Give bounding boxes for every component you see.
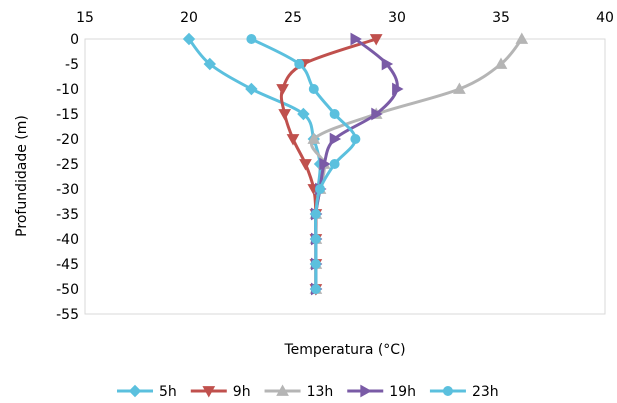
y-tick-label: -10: [56, 82, 79, 98]
y-tick-label: -45: [56, 257, 79, 273]
data-point: [182, 32, 196, 46]
series-19h: [310, 32, 404, 296]
y-tick-label: -35: [56, 207, 79, 223]
y-axis-title: Profundidade (m): [14, 115, 30, 237]
x-tick-label: 40: [596, 10, 614, 26]
data-point: [369, 34, 383, 46]
x-tick-label: 20: [180, 10, 198, 26]
legend-item: 19h: [347, 384, 416, 400]
data-point: [294, 59, 305, 69]
data-point: [310, 284, 321, 294]
y-tick-label: -5: [65, 57, 79, 73]
legend-marker: [442, 386, 453, 396]
data-point: [310, 209, 321, 219]
data-point: [276, 84, 289, 96]
data-point: [329, 109, 340, 119]
plot-area: [84, 38, 606, 315]
x-tick-label: 15: [76, 10, 94, 26]
data-point: [297, 107, 310, 121]
legend-label: 5h: [159, 384, 177, 400]
y-tick-label: -55: [56, 307, 79, 323]
y-tick-labels: 0 -5 -10 -15 -20 -25 -30 -35 -40 -45 -50 -55: [56, 32, 79, 323]
x-axis-title: Temperatura (°C): [283, 342, 405, 358]
series-line: [310, 37, 524, 291]
legend-marker: [128, 384, 142, 398]
data-point: [308, 84, 319, 94]
legend: 5h 9h 13h 19h 23h: [117, 384, 499, 400]
legend-item: 9h: [190, 384, 251, 400]
legend-label: 13h: [307, 384, 334, 400]
x-tick-label: 25: [284, 10, 302, 26]
data-point: [278, 109, 292, 121]
data-point: [286, 134, 300, 146]
data-point: [310, 259, 321, 269]
data-point: [315, 184, 326, 194]
y-tick-label: -30: [56, 182, 79, 198]
legend-marker: [276, 384, 289, 396]
data-point: [307, 132, 321, 144]
data-point: [381, 57, 394, 71]
data-point: [245, 82, 258, 96]
series-layer: [182, 32, 529, 296]
y-tick-label: 0: [70, 32, 79, 48]
legend-item: 13h: [264, 384, 334, 400]
series-line: [187, 37, 322, 291]
data-point: [392, 82, 404, 96]
data-point: [299, 159, 312, 171]
legend-item: 5h: [117, 384, 177, 400]
legend-label: 9h: [233, 384, 251, 400]
data-point: [453, 82, 466, 94]
data-point: [310, 234, 321, 244]
series-13h: [307, 32, 529, 294]
x-tick-labels: 15 20 25 30 35 40: [76, 10, 614, 26]
data-point: [350, 32, 362, 46]
data-point: [329, 132, 342, 146]
legend-item: 23h: [429, 384, 499, 400]
y-tick-label: -50: [56, 282, 79, 298]
legend-label: 19h: [389, 384, 416, 400]
data-point: [494, 57, 508, 69]
data-point: [371, 107, 383, 121]
data-point: [203, 57, 217, 71]
data-point: [515, 32, 529, 44]
data-point: [350, 134, 361, 144]
y-tick-label: -15: [56, 107, 79, 123]
legend-marker: [202, 386, 216, 398]
x-tick-label: 30: [388, 10, 406, 26]
data-point: [319, 157, 331, 171]
series-23h: [246, 34, 361, 294]
legend-marker: [360, 384, 372, 398]
legend-label: 23h: [472, 384, 499, 400]
x-tick-label: 35: [492, 10, 510, 26]
y-tick-label: -25: [56, 157, 79, 173]
data-point: [246, 34, 257, 44]
y-tick-label: -40: [56, 232, 79, 248]
y-tick-label: -20: [56, 132, 79, 148]
data-point: [329, 159, 340, 169]
